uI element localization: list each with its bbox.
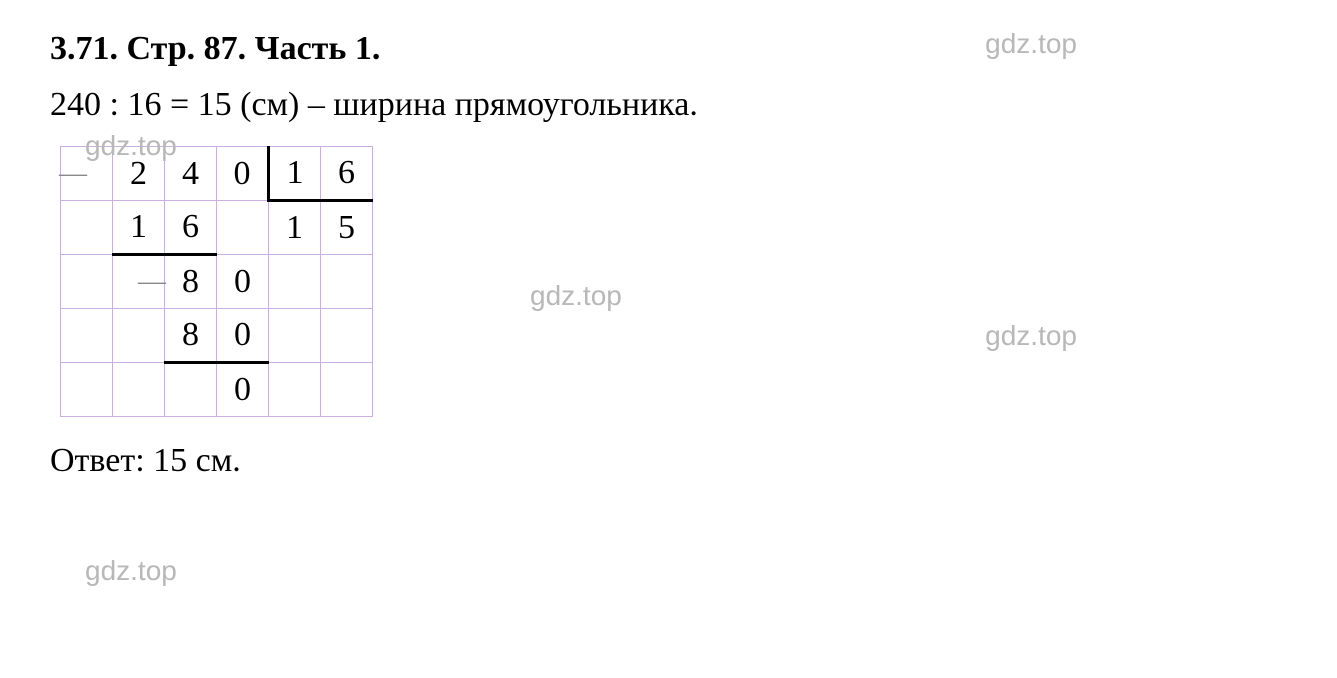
minus-icon: — [138, 266, 166, 298]
equation-text: 240 : 16 = 15 (см) – ширина прямоугольни… [50, 86, 1287, 124]
division-cell [321, 309, 373, 363]
division-cell [113, 309, 165, 363]
division-cell [61, 363, 113, 417]
minus-icon: — [59, 158, 87, 190]
division-cell: 1 [113, 201, 165, 255]
division-cell [165, 363, 217, 417]
division-cell [321, 363, 373, 417]
division-cell [61, 255, 113, 309]
long-division-table: — 2 4 0 1 6 1 6 1 5 — 8 0 8 0 0 [60, 146, 373, 417]
division-cell: 2 [113, 147, 165, 201]
division-cell [269, 255, 321, 309]
division-cell: 0 [217, 255, 269, 309]
watermark-text: gdz.top [985, 320, 1077, 352]
division-cell [61, 309, 113, 363]
watermark-text: gdz.top [85, 555, 177, 587]
division-cell [61, 201, 113, 255]
division-cell: 6 [321, 147, 373, 201]
watermark-text: gdz.top [530, 280, 622, 312]
division-cell: 0 [217, 309, 269, 363]
problem-heading: 3.71. Стр. 87. Часть 1. [50, 30, 1287, 68]
table-row: — 2 4 0 1 6 [61, 147, 373, 201]
answer-text: Ответ: 15 см. [50, 442, 1287, 480]
division-cell: 1 [269, 201, 321, 255]
division-cell [321, 255, 373, 309]
division-cell [217, 201, 269, 255]
division-cell [269, 363, 321, 417]
division-cell: 5 [321, 201, 373, 255]
table-row: 0 [61, 363, 373, 417]
division-cell: 4 [165, 147, 217, 201]
division-cell [269, 309, 321, 363]
division-cell [113, 363, 165, 417]
division-cell: 8 [165, 255, 217, 309]
division-cell: 1 [269, 147, 321, 201]
division-cell: — [113, 255, 165, 309]
division-cell: 6 [165, 201, 217, 255]
division-cell: — [61, 147, 113, 201]
table-row: — 8 0 [61, 255, 373, 309]
division-cell: 0 [217, 147, 269, 201]
division-cell: 8 [165, 309, 217, 363]
division-cell: 0 [217, 363, 269, 417]
table-row: 8 0 [61, 309, 373, 363]
table-row: 1 6 1 5 [61, 201, 373, 255]
